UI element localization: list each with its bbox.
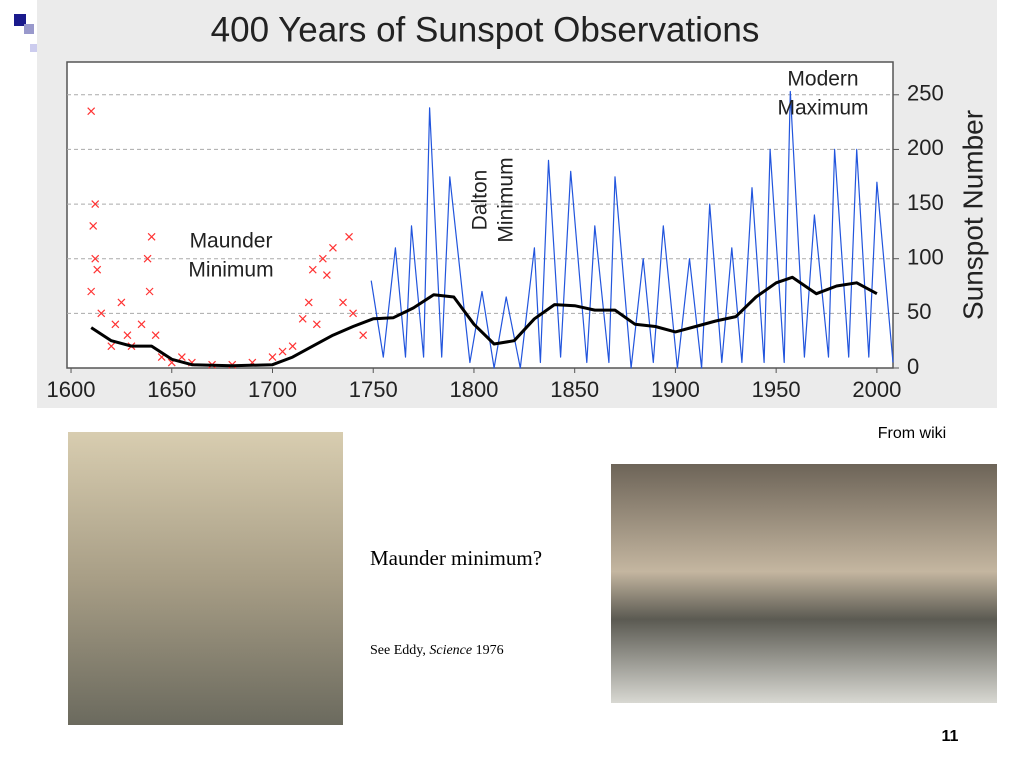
cross-marker <box>151 331 160 340</box>
x-tick-label: 2000 <box>852 377 901 402</box>
cross-marker <box>147 232 156 241</box>
x-tick-label: 1900 <box>651 377 700 402</box>
cross-marker <box>87 107 96 116</box>
annotation-text: Maunder <box>190 230 273 253</box>
cross-marker <box>91 254 100 263</box>
reference-part: See Eddy, <box>370 643 429 658</box>
annotation-text: Minimum <box>188 259 273 282</box>
cross-marker <box>89 222 98 230</box>
y-tick-label: 50 <box>907 299 931 324</box>
chart-title: 400 Years of Sunspot Observations <box>211 10 760 49</box>
x-tick-label: 1950 <box>752 377 801 402</box>
x-tick-label: 1600 <box>47 377 96 402</box>
plot-area <box>66 61 894 369</box>
x-tick-label: 1650 <box>147 377 196 402</box>
cross-marker <box>318 254 327 263</box>
cross-marker <box>329 243 337 252</box>
cross-marker <box>359 331 368 340</box>
painting-image <box>68 432 343 725</box>
annotation-text: Minimum <box>495 157 518 242</box>
cross-marker <box>349 309 358 318</box>
annotation-text: Dalton <box>469 170 492 231</box>
cross-marker <box>93 265 102 274</box>
cross-marker <box>143 254 152 263</box>
reference-part: 1976 <box>472 643 504 658</box>
series-line <box>370 90 894 369</box>
y-tick-label: 0 <box>907 354 919 379</box>
bullet <box>24 24 34 34</box>
cross-marker <box>137 320 146 329</box>
cross-marker <box>91 200 100 208</box>
x-tick-label: 1700 <box>248 377 297 402</box>
cross-marker <box>268 353 277 361</box>
bullet <box>30 44 38 52</box>
cross-marker <box>308 265 317 274</box>
bullet <box>14 14 26 26</box>
annotation: Modern Maximum <box>777 68 868 120</box>
cross-marker <box>298 314 307 323</box>
annotation: Dalton Minimum <box>469 157 518 242</box>
cross-marker <box>117 298 126 307</box>
cross-marker <box>288 342 297 351</box>
cross-marker <box>111 320 120 329</box>
y-tick-label: 200 <box>907 135 944 160</box>
cross-marker <box>312 320 321 329</box>
reference-text: See Eddy, Science 1976 <box>370 643 504 658</box>
x-tick-label: 1750 <box>349 377 398 402</box>
annotation-text: Maximum <box>777 97 868 120</box>
y-tick-label: 250 <box>907 81 944 106</box>
cross-marker <box>87 287 96 296</box>
y-axis-label: Sunspot Number <box>957 110 988 320</box>
cross-marker <box>339 298 347 307</box>
source-note: From wiki <box>878 425 946 442</box>
cross-marker <box>97 309 106 318</box>
reference-part: Science <box>429 643 472 658</box>
cross-marker <box>145 287 154 296</box>
y-tick-label: 150 <box>907 190 944 215</box>
cross-marker <box>123 331 132 340</box>
y-tick-label: 100 <box>907 245 944 270</box>
annotation-text: Modern <box>787 68 858 91</box>
x-tick-label: 1850 <box>550 377 599 402</box>
annotation: Maunder Minimum <box>188 230 273 282</box>
series-line <box>90 275 878 368</box>
cross-marker <box>345 232 353 241</box>
cross-marker <box>107 342 116 351</box>
x-tick-label: 1800 <box>449 377 498 402</box>
cross-marker <box>322 271 331 280</box>
painting-image <box>611 464 997 703</box>
question-text: Maunder minimum? <box>370 546 542 570</box>
cross-marker <box>304 298 313 307</box>
cross-marker <box>177 353 186 361</box>
cross-marker <box>278 347 287 356</box>
page-number: 11 <box>942 728 959 745</box>
